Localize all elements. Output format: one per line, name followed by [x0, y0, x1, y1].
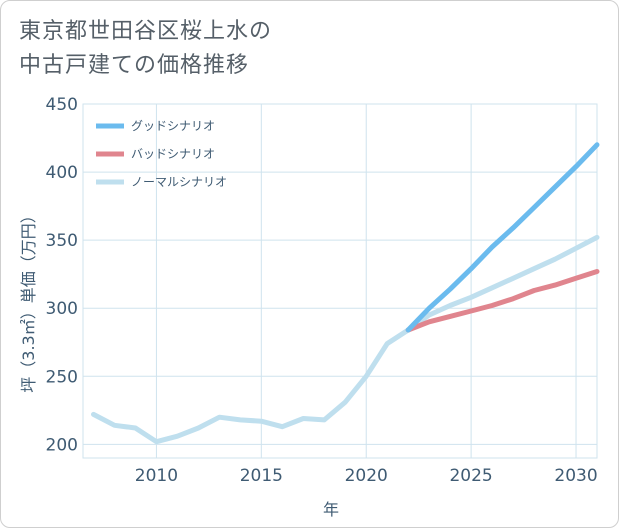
legend-label: グッドシナリオ — [131, 119, 215, 133]
legend-label: バッドシナリオ — [131, 147, 215, 161]
x-axis-label: 年 — [323, 500, 339, 519]
y-axis-label: 坪（3.3㎡）単価（万円） — [19, 207, 38, 392]
x-tick-label: 2010 — [135, 466, 178, 486]
x-tick-label: 2025 — [449, 466, 492, 486]
series-line-1 — [405, 269, 600, 333]
tick-labels: 200 250 300 350 400 450 2010 2015 2020 2025 2030 — [46, 95, 598, 486]
y-tick-label: 200 — [46, 435, 78, 455]
series-line-0 — [405, 142, 600, 333]
legend-label: ノーマルシナリオ — [131, 175, 227, 189]
chart-title: 東京都世田谷区桜上水の 中古戸建ての価格推移 — [19, 15, 579, 83]
chart-title-line-1: 東京都世田谷区桜上水の — [19, 19, 273, 44]
y-tick-label: 400 — [46, 163, 78, 183]
y-tick-label: 250 — [46, 367, 78, 387]
series-lines — [91, 142, 600, 445]
chart-title-line-2: 中古戸建ての価格推移 — [19, 53, 250, 78]
y-tick-label: 350 — [46, 231, 78, 251]
series-line-2 — [91, 234, 600, 445]
y-tick-label: 300 — [46, 299, 78, 319]
x-tick-label: 2015 — [240, 466, 283, 486]
x-tick-label: 2030 — [554, 466, 597, 486]
x-tick-label: 2020 — [345, 466, 388, 486]
y-tick-label: 450 — [46, 95, 78, 115]
